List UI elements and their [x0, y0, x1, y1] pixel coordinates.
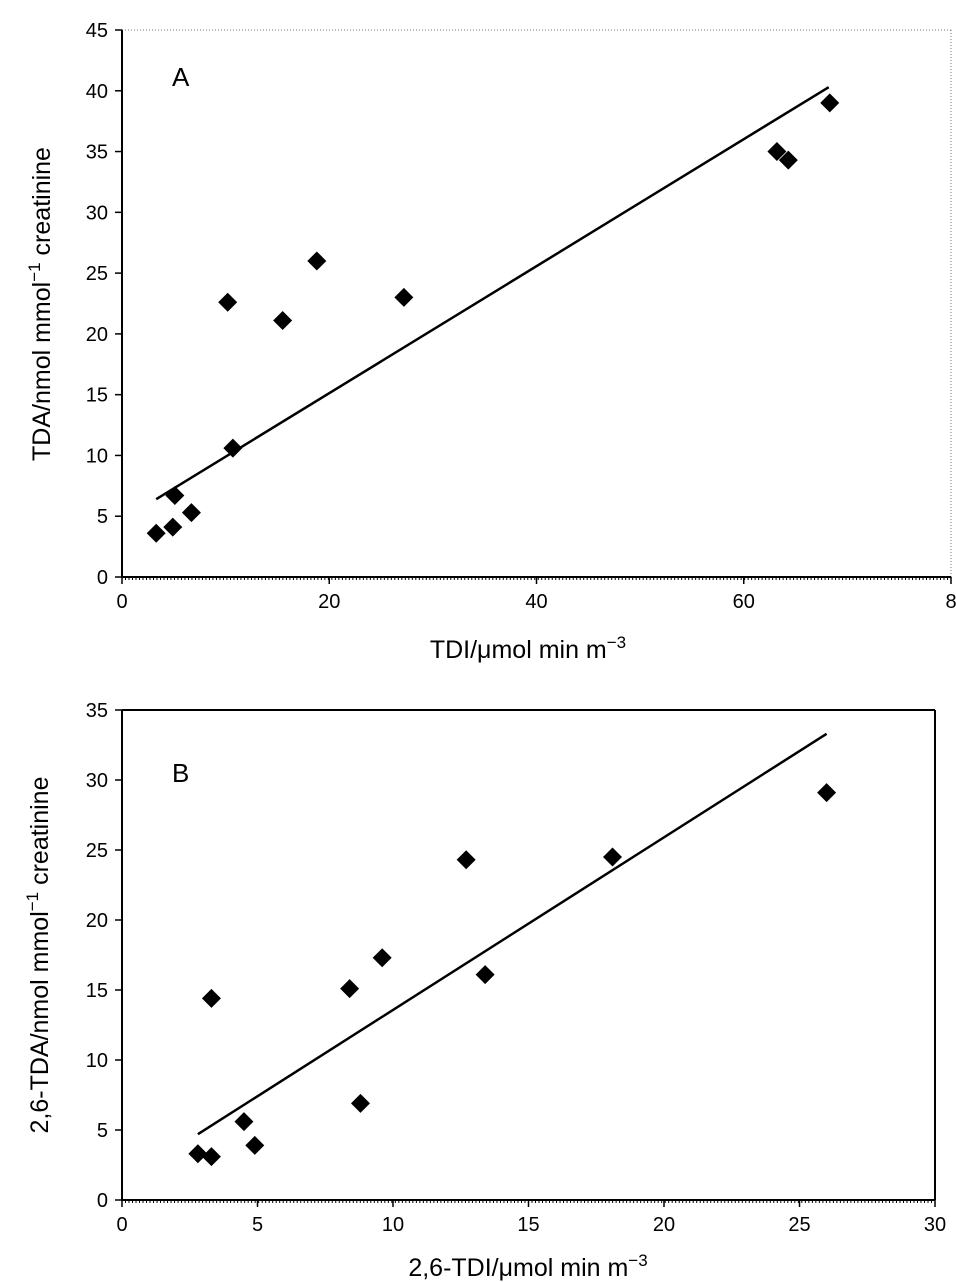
panel-a-y-axis-title-tail: creatinine: [28, 147, 56, 262]
panel-b-x-ticks: 0 5 10 15 20 25 30: [116, 1200, 946, 1236]
panel-b-scatter-chart: 0 5 10 15 20 25 30 0 5 10 15 20 25 30 35 B 2,6-TDI/μm…: [23, 700, 946, 1282]
panel-a-x-ticks: 0 20 40 60 8: [116, 577, 956, 613]
panel-a-x-axis-title-sup: −3: [607, 633, 626, 652]
panel-a-scatter-chart: 0 20 40 60 8 0 5 10 15 20 25 30 35 40 45 A TDI/μmol m…: [25, 20, 956, 664]
panel-b-y-tick-label: 15: [86, 980, 108, 1002]
panel-a-data-point: [307, 251, 327, 271]
panel-b-x-tick-label: 10: [382, 1214, 404, 1236]
panel-a-x-tick-label: 0: [116, 591, 127, 613]
panel-b-data-point: [234, 1112, 254, 1132]
panel-a-x-tick-label: 40: [525, 591, 547, 613]
panel-b-data-point: [372, 948, 392, 968]
panel-a-data-point: [181, 503, 201, 523]
panel-b-x-tick-label: 25: [788, 1214, 810, 1236]
panel-b-data-point: [350, 1093, 370, 1113]
panel-b-axes: [121, 710, 936, 1203]
panel-b-data-point: [603, 847, 623, 867]
panel-b-y-axis-title-main: 2,6-TDA/nmol mmol: [26, 911, 54, 1133]
panel-b-x-tick-label: 20: [653, 1214, 675, 1236]
panel-b-x-tick-label: 15: [517, 1214, 539, 1236]
panel-b-x-axis-title-sup: −3: [628, 1251, 647, 1270]
panel-a-data-point: [218, 292, 238, 312]
panel-a-data-point: [223, 438, 243, 458]
panel-b-data-point: [201, 988, 221, 1008]
panel-a-y-axis-title-sup: −1: [25, 262, 44, 281]
panel-b-data-point: [456, 850, 476, 870]
panel-a-y-tick-label: 35: [86, 142, 108, 164]
panel-a-x-tick-label: 20: [318, 591, 340, 613]
panel-b-x-axis-title: 2,6-TDI/μmol min m−3: [408, 1251, 647, 1282]
panel-a-y-axis-title-main: TDA/nmol mmol: [28, 282, 56, 461]
panel-b-y-tick-label: 20: [86, 910, 108, 932]
panel-a-x-tick-label: 60: [733, 591, 755, 613]
panel-b-data-point: [817, 783, 837, 803]
panel-b-x-tick-label: 5: [252, 1214, 263, 1236]
panel-a-data-point: [767, 142, 787, 162]
panel-b-y-tick-label: 25: [86, 840, 108, 862]
panel-b-y-ticks: 0 5 10 15 20 25 30 35: [86, 700, 122, 1212]
panel-b-x-axis-title-main: 2,6-TDI/μmol min m: [408, 1254, 628, 1282]
panel-b-data-point: [340, 979, 360, 999]
panel-a-points-layer: [146, 93, 840, 543]
panel-a-data-point: [165, 486, 185, 506]
panel-a-data-point: [163, 517, 183, 537]
panel-a-y-tick-label: 45: [86, 20, 108, 42]
panel-a-y-axis-title: TDA/nmol mmol−1 creatinine: [25, 147, 56, 461]
panel-b-y-tick-label: 0: [97, 1190, 108, 1212]
panel-a-data-point: [778, 150, 798, 170]
panel-b-trendline: [197, 732, 828, 1136]
panel-a-y-tick-label: 15: [86, 385, 108, 407]
panel-a-frame: [122, 29, 952, 577]
panel-b-trendline-layer: [197, 732, 828, 1136]
panel-b-data-point: [245, 1135, 265, 1155]
panel-a-y-tick-label: 40: [86, 81, 108, 103]
panel-b-x-tick-label: 0: [116, 1214, 127, 1236]
panel-b-data-point: [475, 965, 495, 985]
panel-a-data-point: [394, 287, 414, 307]
panel-b-data-point: [201, 1147, 221, 1167]
panel-a-axes: [121, 30, 952, 580]
panel-a-data-point: [273, 311, 293, 331]
panel-b-x-tick-label: 30: [924, 1214, 946, 1236]
panel-a-y-tick-label: 30: [86, 202, 108, 224]
panel-b-y-axis-title: 2,6-TDA/nmol mmol−1 creatinine: [23, 776, 54, 1133]
panel-a-y-tick-label: 10: [86, 445, 108, 467]
panel-a-y-ticks: 0 5 10 15 20 25 30 35 40 45: [86, 20, 122, 589]
panel-b-frame: [122, 709, 936, 1200]
panel-b-y-axis-title-sup: −1: [23, 892, 42, 911]
panel-b-points-layer: [188, 783, 837, 1167]
panel-a-x-tick-label: 8: [945, 591, 956, 613]
panel-a-y-tick-label: 25: [86, 263, 108, 285]
panel-a-trendline-layer: [155, 86, 830, 501]
panel-a-trendline: [155, 86, 830, 501]
panel-a-data-point: [820, 93, 840, 113]
panel-a-y-tick-label: 5: [97, 506, 108, 528]
panel-b-y-tick-label: 30: [86, 770, 108, 792]
panel-b-y-tick-label: 10: [86, 1050, 108, 1072]
panel-a-x-axis-title-main: TDI/μmol min m: [430, 636, 607, 664]
panel-a-data-point: [146, 523, 166, 543]
panel-a-x-axis-title: TDI/μmol min m−3: [430, 633, 626, 664]
panel-b-y-tick-label: 35: [86, 700, 108, 722]
panel-b-y-tick-label: 5: [97, 1120, 108, 1142]
panel-a-y-tick-label: 20: [86, 324, 108, 346]
panel-b-data-point: [188, 1144, 208, 1164]
panel-a-y-tick-label: 0: [97, 567, 108, 589]
panel-b-label: B: [172, 758, 189, 788]
panel-a-label: A: [172, 62, 190, 92]
panel-b-y-axis-title-tail: creatinine: [26, 776, 54, 891]
